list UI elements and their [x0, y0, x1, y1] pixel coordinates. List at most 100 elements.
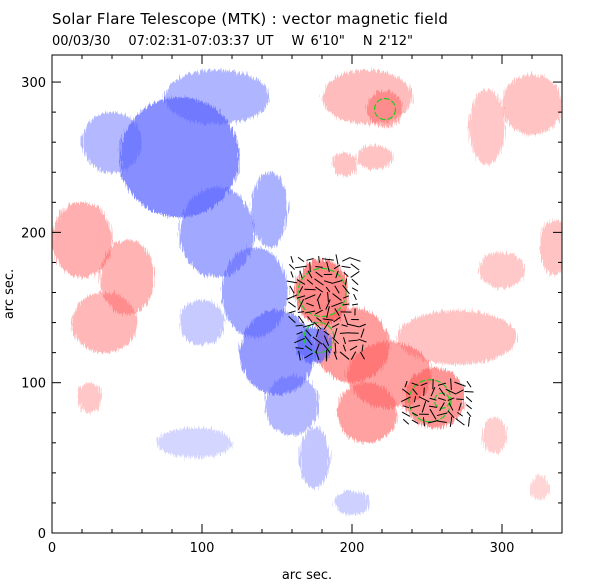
negative-polarity-region [179, 187, 255, 278]
field-vector [298, 350, 301, 361]
field-vector [290, 255, 294, 263]
field-vector [297, 256, 305, 263]
field-vector [429, 408, 437, 420]
field-vector [402, 418, 410, 425]
field-vector [306, 258, 314, 261]
y-tick-label: 100 [21, 377, 46, 392]
field-vector [422, 417, 426, 427]
field-vector [286, 294, 298, 300]
field-vector [436, 412, 448, 417]
field-vector [351, 303, 359, 306]
observation-info: 00/03/30 07:02:31-07:03:37 UT W 6'10" N 2'1… [52, 34, 431, 49]
field-vector [304, 288, 316, 291]
field-vector [411, 382, 419, 386]
positive-polarity-region [52, 202, 112, 278]
neutral-line-contour [408, 379, 452, 423]
position-north: N 2'12" [362, 34, 414, 49]
field-vector [351, 287, 359, 292]
field-vector [339, 351, 350, 360]
field-vector [409, 404, 421, 409]
field-vector [323, 330, 330, 336]
field-vector [295, 265, 307, 269]
negative-polarity-region [82, 112, 142, 173]
field-vector [297, 311, 305, 313]
field-vector [315, 286, 323, 293]
x-axis-title: arc sec. [282, 568, 332, 583]
field-vector [335, 254, 339, 265]
field-vector [296, 279, 306, 285]
field-vector [429, 397, 437, 401]
neutral-line-contour [433, 392, 451, 409]
field-vector [333, 327, 338, 339]
x-tick-label: 300 [490, 541, 515, 556]
transverse-field-vectors [286, 254, 474, 428]
positive-polarity-region [367, 91, 403, 128]
field-vector [304, 335, 313, 346]
field-vector [315, 343, 320, 353]
field-vector [314, 278, 324, 286]
field-vector [466, 380, 472, 388]
x-tick-label: 100 [190, 541, 215, 556]
field-vector [305, 329, 312, 337]
field-vector [288, 315, 296, 324]
field-vector [334, 285, 340, 294]
field-vector [323, 280, 333, 284]
observation-time-range: 07:02:31-07:03:37 UT [128, 34, 274, 49]
negative-polarity-region [179, 300, 225, 346]
field-vector [289, 263, 295, 270]
field-vector [350, 263, 360, 271]
field-vector [342, 344, 347, 352]
field-vector [360, 351, 365, 360]
field-vector [447, 397, 455, 401]
field-vector [323, 335, 330, 346]
field-vector [294, 337, 305, 344]
field-vector [343, 337, 346, 345]
field-vector [325, 286, 331, 293]
field-vector [306, 279, 314, 285]
field-vector [349, 257, 361, 262]
field-vector [312, 336, 323, 345]
field-vector [438, 387, 446, 396]
field-vector [412, 412, 418, 417]
field-vector [412, 388, 418, 395]
positive-polarity-region [332, 152, 357, 177]
field-vector [334, 342, 337, 354]
field-vector [288, 301, 296, 308]
field-vector [427, 420, 439, 424]
field-vector [468, 416, 470, 427]
field-vector [327, 292, 329, 302]
field-vector [302, 323, 315, 328]
field-vector [342, 303, 350, 306]
negative-polarity-region [239, 310, 315, 395]
field-vector [458, 402, 462, 411]
y-tick-label: 0 [38, 527, 46, 542]
field-vector [361, 344, 364, 352]
field-vector [448, 402, 454, 411]
field-vector [304, 294, 316, 300]
field-vector [465, 404, 473, 410]
field-vector [325, 299, 331, 310]
field-vector [304, 310, 316, 314]
positive-polarity-region [482, 417, 507, 454]
field-vector [335, 270, 339, 279]
field-vector [464, 390, 474, 393]
field-vector [465, 396, 473, 403]
field-vector [331, 323, 340, 328]
field-vector [404, 380, 408, 388]
field-vector [454, 381, 466, 387]
positive-polarity-region [397, 310, 517, 365]
field-vector [315, 271, 323, 278]
negative-polarity-region [119, 97, 240, 218]
field-vector [331, 280, 343, 284]
field-vector [317, 299, 321, 310]
field-vector [438, 397, 446, 401]
field-vector [447, 410, 455, 419]
field-vector [331, 301, 343, 308]
field-vector [288, 310, 296, 314]
plot-frame [51, 54, 563, 534]
field-vector [326, 306, 330, 318]
negative-polarity-region [251, 172, 288, 248]
field-vector [420, 382, 428, 387]
field-vector [315, 351, 320, 361]
